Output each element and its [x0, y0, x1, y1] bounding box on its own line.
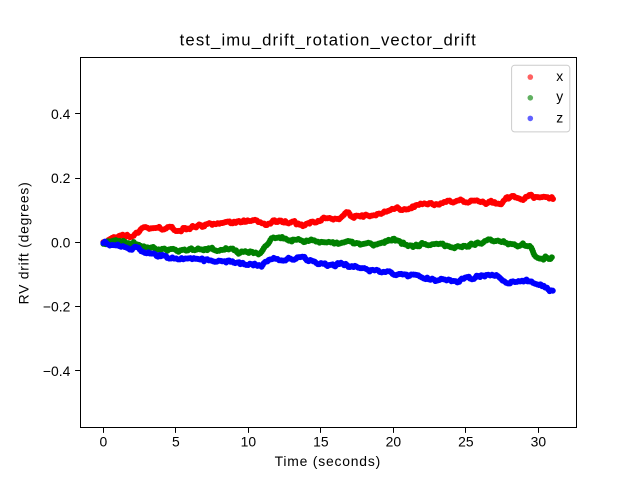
svg-text:−0.2: −0.2	[43, 299, 71, 315]
svg-text:20: 20	[386, 434, 402, 450]
svg-text:5: 5	[172, 434, 180, 450]
svg-text:RV drift (degrees): RV drift (degrees)	[16, 182, 32, 305]
svg-text:−0.4: −0.4	[43, 363, 71, 379]
svg-text:0: 0	[100, 434, 108, 450]
svg-text:test_imu_drift_rotation_vector: test_imu_drift_rotation_vector_drift	[180, 31, 477, 50]
svg-text:10: 10	[241, 434, 257, 450]
svg-text:15: 15	[313, 434, 329, 450]
svg-text:z: z	[556, 109, 563, 125]
svg-text:0.2: 0.2	[51, 170, 71, 186]
svg-text:x: x	[556, 68, 563, 84]
svg-text:y: y	[556, 88, 563, 104]
svg-text:30: 30	[531, 434, 547, 450]
svg-text:0.0: 0.0	[51, 234, 71, 250]
svg-text:25: 25	[458, 434, 474, 450]
svg-text:Time (seconds): Time (seconds)	[275, 453, 381, 469]
svg-text:0.4: 0.4	[51, 106, 71, 122]
